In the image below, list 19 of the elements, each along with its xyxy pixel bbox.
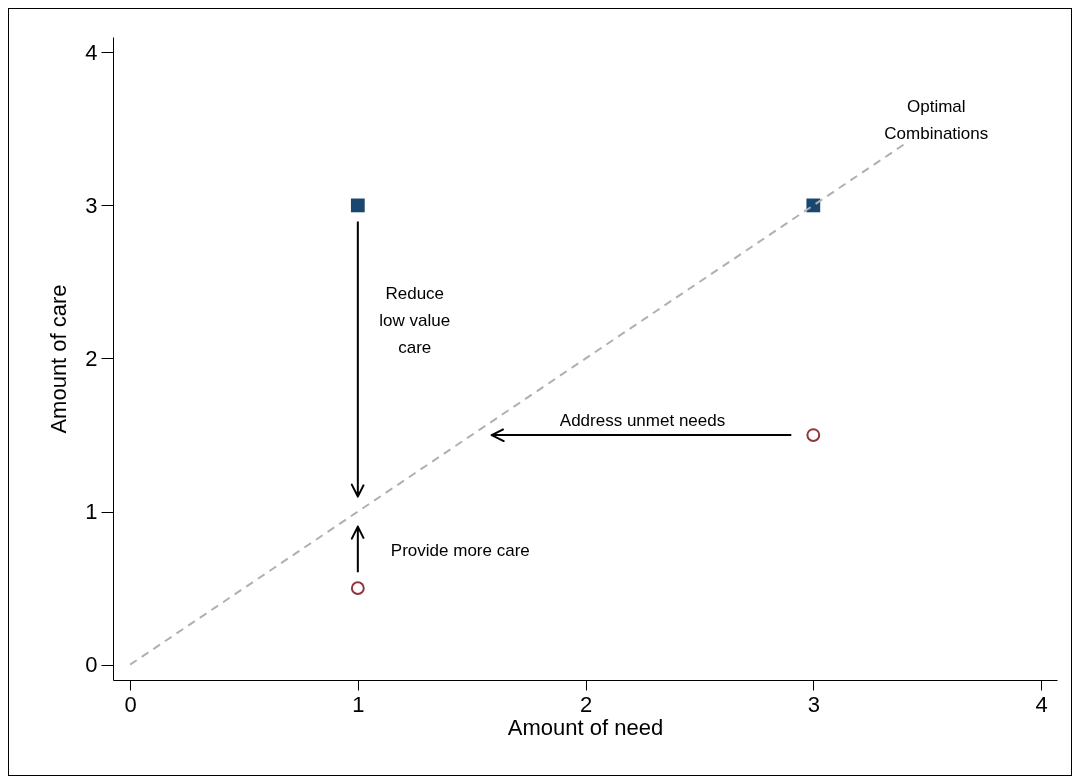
annotation: Address unmet needs xyxy=(559,411,726,431)
x-tick-label: 2 xyxy=(579,691,593,717)
x-tick-label: 3 xyxy=(807,691,820,717)
y-tick-label: 4 xyxy=(85,39,98,65)
annotation: Optimal Combinations xyxy=(884,97,989,144)
point xyxy=(350,581,365,596)
y-tick-label: 2 xyxy=(85,346,98,371)
x-tick-label: 1 xyxy=(352,691,365,717)
y-tick-label: 1 xyxy=(85,499,98,525)
annotation: Reduce low value care xyxy=(379,284,451,358)
annotation: Provide more care xyxy=(390,541,530,561)
y-tick-label: 3 xyxy=(85,192,98,218)
x-tick-label: 0 xyxy=(124,691,137,717)
y-axis-title: Amount of care xyxy=(46,284,72,434)
x-axis-title: Amount of need xyxy=(507,714,664,740)
point xyxy=(350,198,365,213)
y-tick-label: 0 xyxy=(85,652,98,678)
x-tick-label: 4 xyxy=(1035,691,1048,717)
point xyxy=(806,428,821,442)
